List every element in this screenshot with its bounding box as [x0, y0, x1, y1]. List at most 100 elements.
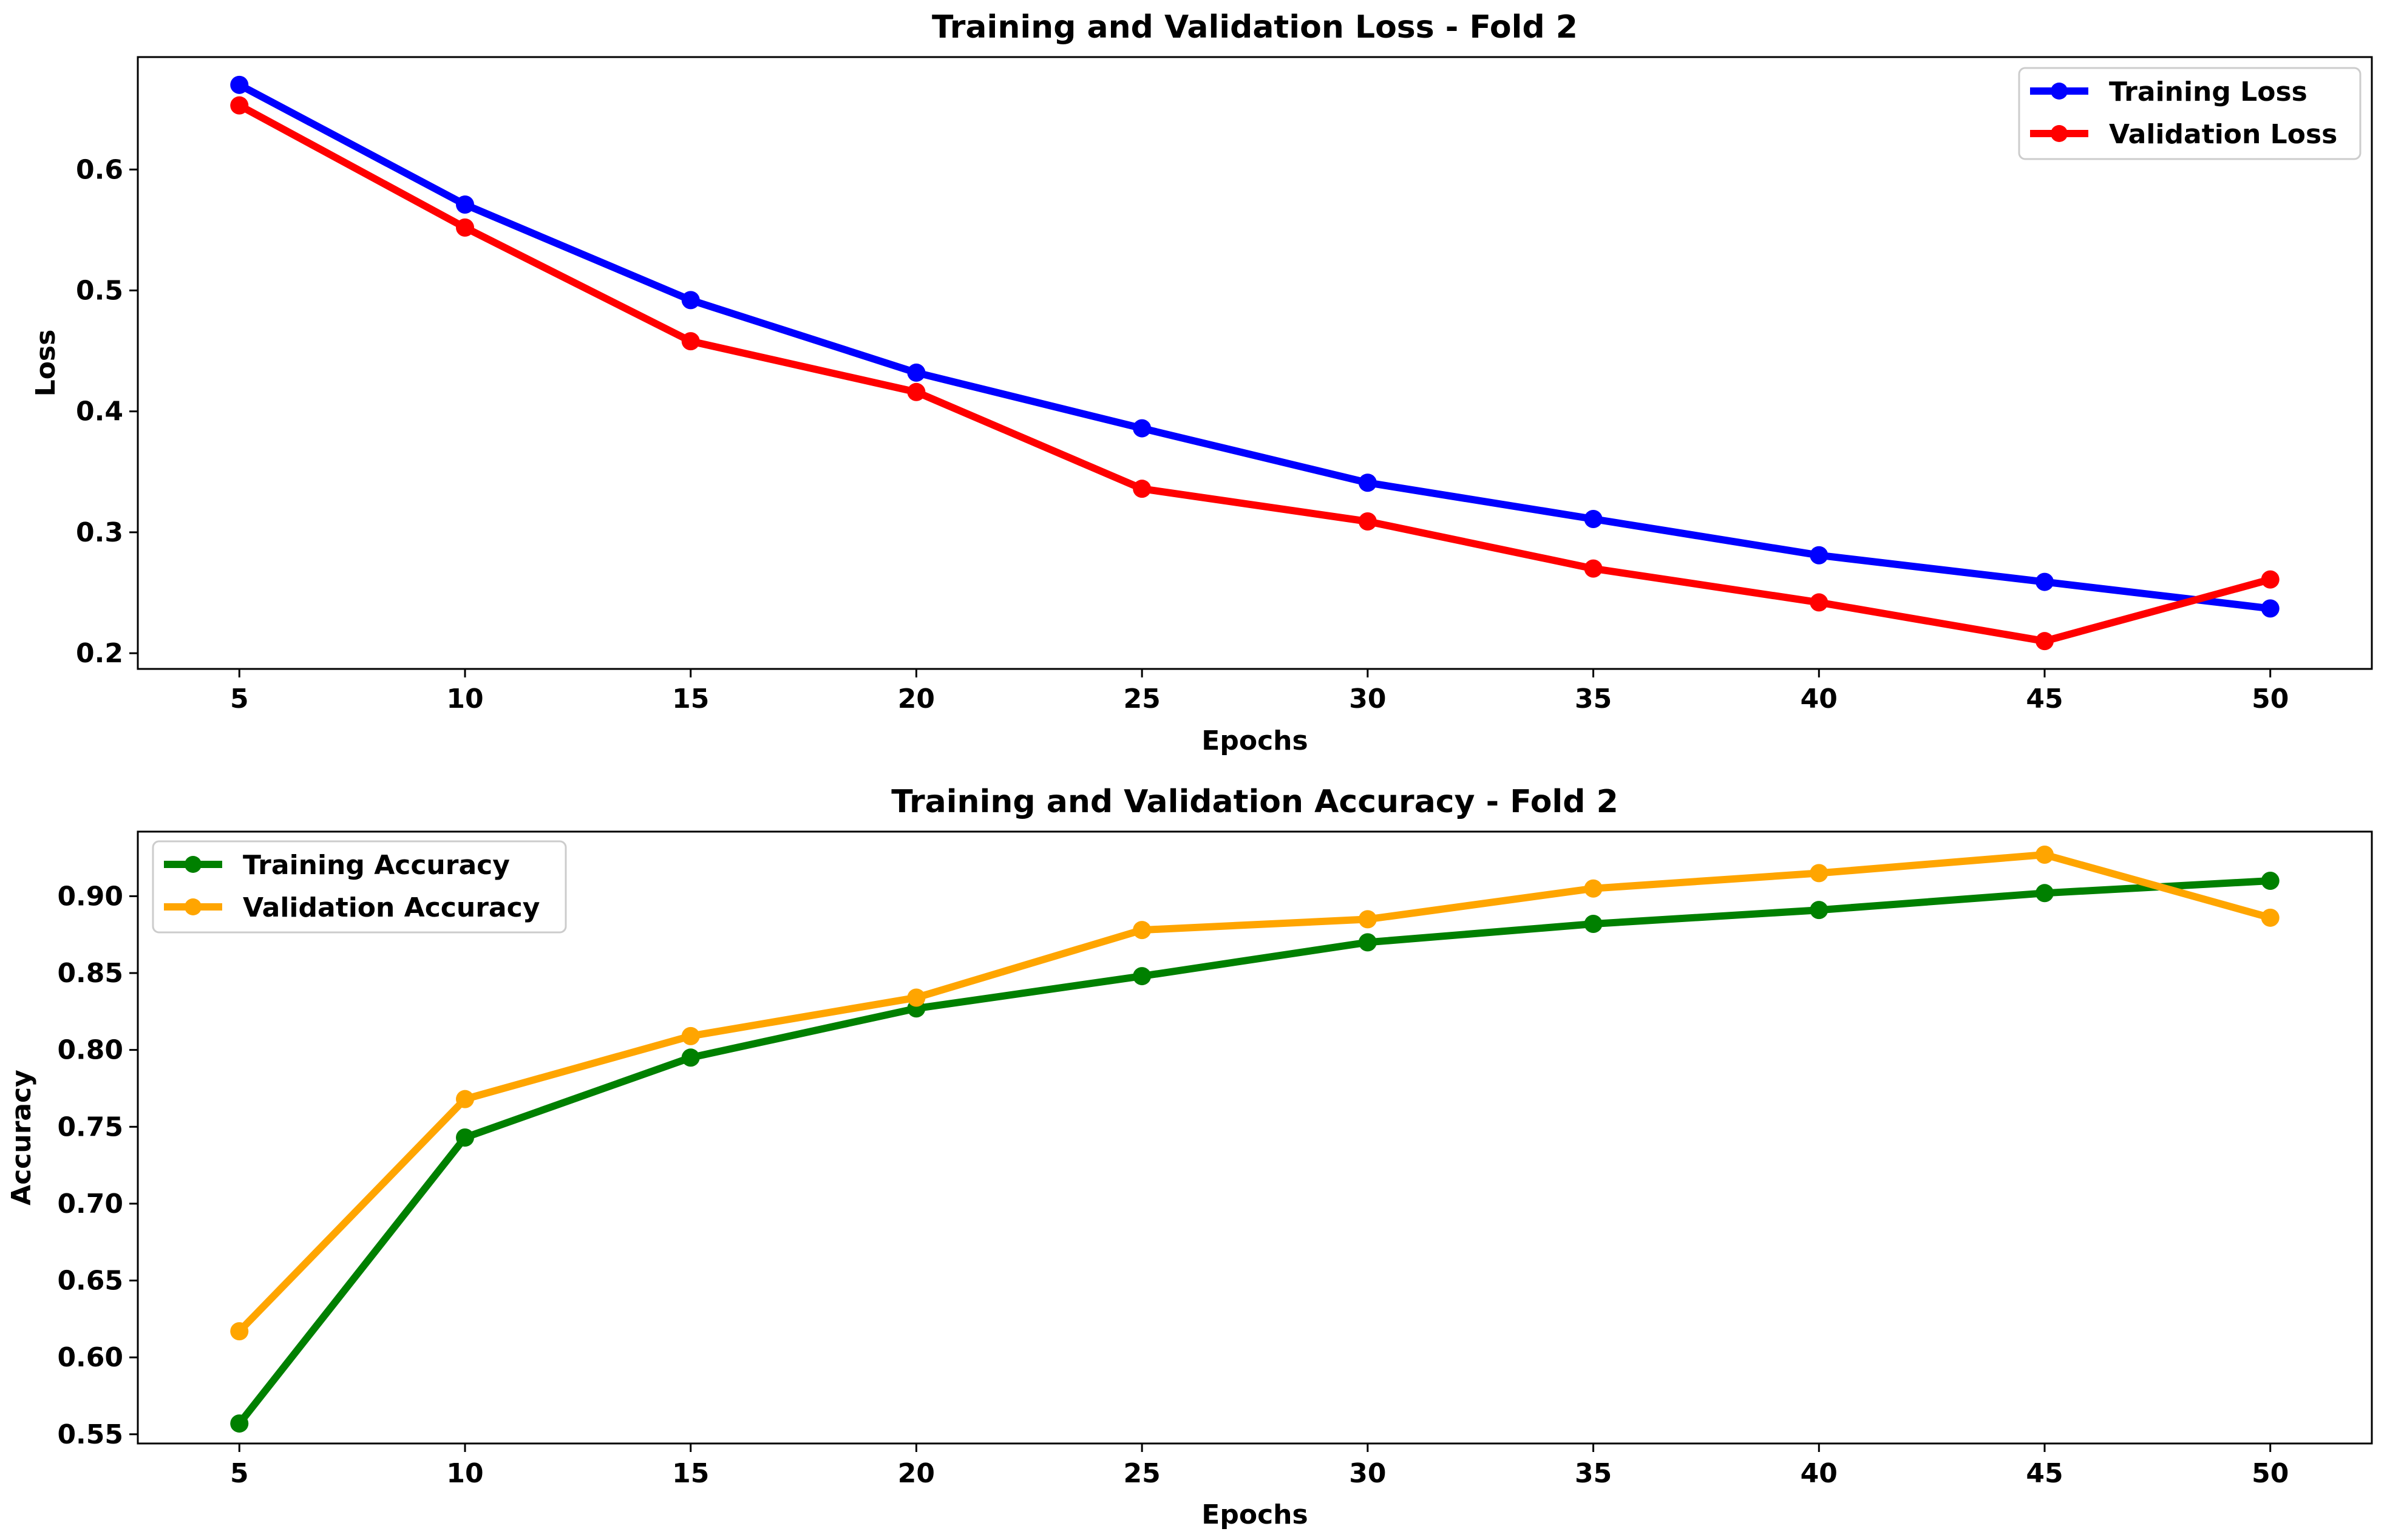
loss-y-tick-label: 0.4 — [76, 396, 123, 427]
data-point-validation-loss — [2036, 632, 2054, 651]
accuracy-x-tick-label: 35 — [1575, 1458, 1612, 1489]
loss-y-tick-label: 0.5 — [76, 275, 123, 306]
data-point-validation-loss — [1358, 512, 1377, 531]
legend-marker-validation-loss — [2051, 125, 2068, 142]
accuracy-x-tick-label: 20 — [898, 1458, 935, 1489]
accuracy-legend: Training Accuracy Validation Accuracy — [152, 840, 567, 934]
loss-plot-area — [137, 56, 2373, 670]
loss-x-tick-label: 15 — [672, 684, 709, 714]
data-point-training-loss — [1810, 546, 1828, 565]
loss-y-axis-label: Loss — [30, 330, 61, 397]
accuracy-x-tick-label: 30 — [1349, 1458, 1386, 1489]
data-point-training-loss — [1584, 509, 1603, 528]
data-point-training-loss — [681, 291, 700, 310]
legend-label-training-accuracy: Training Accuracy — [243, 850, 510, 881]
loss-x-tick-label: 30 — [1349, 684, 1386, 714]
series-line-training-accuracy — [236, 877, 2274, 1428]
data-point-training-loss — [2261, 599, 2280, 618]
legend-label-training-loss: Training Loss — [2109, 76, 2307, 107]
data-point-training-accuracy — [1133, 967, 1152, 986]
data-point-validation-accuracy — [1584, 879, 1603, 898]
loss-x-tick-label: 10 — [446, 684, 483, 714]
data-point-validation-loss — [1810, 593, 1828, 612]
series-line-validation-accuracy — [236, 851, 2274, 1335]
data-point-validation-accuracy — [455, 1090, 474, 1108]
accuracy-y-tick-label: 0.80 — [57, 1035, 123, 1066]
accuracy-y-tick-label: 0.60 — [57, 1342, 123, 1373]
data-point-validation-loss — [1133, 480, 1152, 498]
accuracy-y-axis: 0.55 0.60 0.65 0.70 0.75 0.80 0.85 0.90 — [57, 881, 138, 1450]
data-point-training-accuracy — [455, 1128, 474, 1147]
loss-y-tick-label: 0.6 — [76, 154, 123, 185]
data-point-validation-accuracy — [1358, 910, 1377, 929]
data-point-training-accuracy — [681, 1048, 700, 1067]
accuracy-chart-title: Training and Validation Accuracy - Fold … — [891, 784, 1618, 820]
loss-y-tick-label: 0.2 — [76, 638, 123, 669]
data-point-validation-accuracy — [681, 1026, 700, 1045]
data-point-training-accuracy — [230, 1414, 249, 1433]
loss-series-group — [230, 75, 2280, 651]
loss-x-axis-label: Epochs — [1201, 725, 1308, 756]
loss-x-tick-label: 45 — [2026, 684, 2063, 714]
data-point-validation-accuracy — [1810, 864, 1828, 883]
data-point-training-accuracy — [1358, 933, 1377, 952]
data-point-validation-accuracy — [907, 988, 926, 1007]
data-point-validation-accuracy — [2261, 908, 2280, 927]
data-point-training-loss — [907, 363, 926, 382]
loss-x-tick-label: 20 — [898, 684, 935, 714]
accuracy-x-tick-label: 50 — [2252, 1458, 2289, 1489]
accuracy-y-axis-label: Accuracy — [6, 1070, 37, 1206]
data-point-training-loss — [1133, 419, 1152, 438]
data-point-validation-loss — [1584, 559, 1603, 578]
data-point-validation-loss — [907, 382, 926, 401]
legend-label-validation-accuracy: Validation Accuracy — [243, 892, 540, 923]
data-point-training-accuracy — [2261, 872, 2280, 890]
series-line-validation-loss — [236, 101, 2274, 645]
data-point-training-accuracy — [1584, 914, 1603, 933]
loss-legend-box — [2018, 67, 2362, 160]
data-point-training-accuracy — [1810, 901, 1828, 920]
accuracy-y-tick-label: 0.55 — [57, 1419, 123, 1450]
accuracy-y-tick-label: 0.70 — [57, 1189, 123, 1219]
data-point-validation-loss — [230, 96, 249, 115]
data-point-validation-accuracy — [1133, 921, 1152, 940]
loss-y-axis: 0.2 0.3 0.4 0.5 0.6 — [76, 154, 138, 669]
legend-marker-training-loss — [2051, 83, 2068, 100]
accuracy-x-tick-label: 45 — [2026, 1458, 2063, 1489]
loss-x-tick-label: 35 — [1575, 684, 1612, 714]
loss-legend: Training Loss Validation Loss — [2018, 67, 2362, 160]
loss-y-tick-label: 0.3 — [76, 517, 123, 548]
accuracy-series-group — [230, 845, 2280, 1433]
accuracy-x-axis: 5 10 15 20 25 30 35 40 45 50 — [230, 1443, 2289, 1489]
accuracy-x-tick-label: 5 — [230, 1458, 249, 1489]
data-point-training-loss — [230, 75, 249, 94]
loss-chart-title: Training and Validation Loss - Fold 2 — [932, 9, 1578, 46]
loss-x-tick-label: 25 — [1124, 684, 1161, 714]
loss-x-tick-label: 40 — [1801, 684, 1838, 714]
data-point-training-loss — [1358, 473, 1377, 492]
loss-x-tick-label: 5 — [230, 684, 249, 714]
legend-marker-validation-accuracy — [185, 898, 202, 915]
data-point-validation-loss — [2261, 570, 2280, 589]
data-point-training-loss — [2036, 572, 2054, 591]
accuracy-x-tick-label: 10 — [446, 1458, 483, 1489]
data-point-validation-accuracy — [2036, 845, 2054, 864]
accuracy-x-axis-label: Epochs — [1201, 1499, 1308, 1530]
data-point-training-accuracy — [2036, 884, 2054, 903]
accuracy-legend-box — [152, 840, 567, 934]
loss-x-axis: 5 10 15 20 25 30 35 40 45 50 — [230, 669, 2289, 714]
accuracy-plot-area — [137, 830, 2373, 1445]
accuracy-y-tick-label: 0.75 — [57, 1111, 123, 1142]
accuracy-x-tick-label: 25 — [1124, 1458, 1161, 1489]
loss-chart: Training and Validation Loss - Fold 2 5 1… — [30, 9, 2373, 756]
series-line-training-loss — [236, 81, 2274, 612]
data-point-validation-loss — [455, 218, 474, 237]
legend-label-validation-loss: Validation Loss — [2109, 119, 2337, 150]
legend-marker-training-accuracy — [185, 856, 202, 873]
loss-x-tick-label: 50 — [2252, 684, 2289, 714]
accuracy-y-tick-label: 0.90 — [57, 881, 123, 912]
data-point-validation-loss — [681, 332, 700, 351]
accuracy-y-tick-label: 0.85 — [57, 958, 123, 989]
